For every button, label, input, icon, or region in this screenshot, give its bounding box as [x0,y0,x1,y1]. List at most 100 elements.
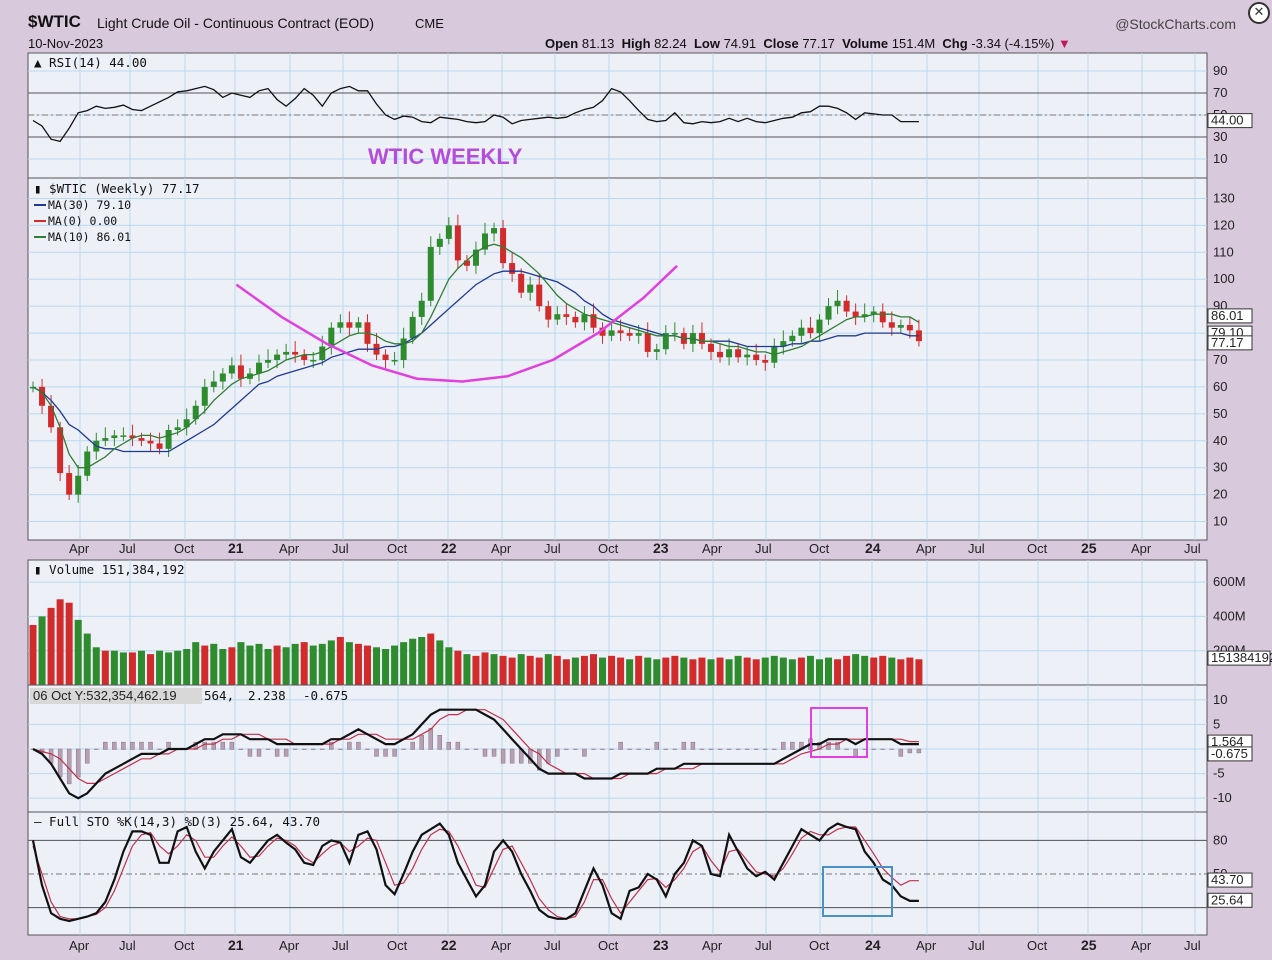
price-xtick-2: Oct [174,541,195,556]
macd-histogram-bar-7 [94,749,98,750]
candle-body-20 [211,382,217,387]
volume-bar-54 [518,654,525,685]
macd-histogram-bar-83 [781,742,785,749]
volume-bar-93 [870,658,877,685]
price-ytick-12: 10 [1213,514,1227,529]
sto-xtick-8: Apr [491,938,512,953]
volume-bar-81 [762,658,769,685]
volume-bar-48 [463,654,470,685]
volume-bar-55 [527,656,534,685]
price-xtick-19: 25 [1081,540,1097,556]
volume-bar-3 [57,599,64,685]
macd-histogram-bar-37 [365,749,369,750]
macd-histogram-bar-71 [673,749,677,750]
candle-body-22 [229,365,235,373]
candle-body-80 [753,355,759,360]
volume-bar-82 [771,656,778,685]
volume-bar-90 [843,656,850,685]
candle-body-5 [75,476,81,495]
macd-histogram-bar-27 [275,749,279,756]
volume-bar-45 [436,640,443,685]
volume-ytick-0: 600M [1213,574,1246,589]
price-ytick-6: 70 [1213,352,1227,367]
macd-histogram-bar-10 [121,742,125,749]
volume-bar-69 [653,659,660,685]
candle-body-91 [853,312,859,317]
macd-histogram-bar-52 [501,749,505,763]
price-xtick-9: Jul [544,541,561,556]
candle-body-64 [609,330,615,335]
macd-histogram-bar-67 [637,749,641,750]
candle-body-52 [500,228,506,263]
candle-body-15 [166,430,172,449]
volume-bar-67 [635,656,642,685]
candle-body-84 [789,336,795,341]
sto-xtick-5: Jul [332,938,349,953]
volume-bar-89 [834,659,841,685]
macd-histogram-bar-9 [112,742,116,749]
candle-body-13 [148,441,154,444]
volume-bar-20 [210,644,217,685]
volume-bar-52 [500,656,507,685]
candle-body-76 [717,352,723,357]
sto-xtick-2: Oct [174,938,195,953]
volume-bar-27 [274,646,281,685]
macd-histogram-bar-35 [347,742,351,749]
volume-bar-98 [915,659,922,685]
price-ytick-10: 30 [1213,460,1227,475]
volume-bar-65 [617,658,624,685]
volume-bar-24 [246,646,253,685]
candle-body-6 [84,452,90,476]
volume-bar-51 [491,654,498,685]
volume-bar-34 [337,637,344,685]
volume-bar-29 [292,644,299,685]
candle-body-29 [292,352,298,355]
price-xtick-6: Oct [387,541,408,556]
macd-histogram-bar-44 [429,728,433,749]
candle-body-86 [807,328,813,333]
candle-body-90 [844,301,850,312]
macd-histogram-bar-6 [85,749,89,763]
macd-histogram-bar-72 [682,742,686,749]
candle-body-16 [175,427,181,430]
macd-histogram-bar-47 [456,742,460,749]
macd-histogram-bar-41 [402,749,406,750]
volume-bar-44 [427,634,434,685]
macd-histogram-bar-21 [221,742,225,749]
macd-histogram-bar-13 [149,742,153,749]
macd-histogram-bar-48 [465,749,469,750]
volume-bar-46 [445,647,452,685]
candle-body-54 [518,274,524,293]
candle-body-26 [265,360,271,363]
volume-bar-59 [563,659,570,685]
candle-body-47 [455,225,461,260]
price-xtick-17: Jul [968,541,985,556]
volume-bar-83 [780,658,787,685]
volume-bar-87 [816,659,823,685]
volume-bar-66 [626,659,633,685]
candle-body-59 [563,314,569,317]
rsi-ytick-4: 10 [1213,151,1227,166]
volume-bar-17 [183,649,190,685]
price-xtick-21: Jul [1184,541,1201,556]
price-xtick-13: Jul [755,541,772,556]
macd-histogram-bar-90 [845,749,849,750]
volume-bar-64 [608,656,615,685]
macd-histogram-bar-97 [908,749,912,753]
candle-body-71 [672,333,678,335]
macd-histogram-bar-65 [619,742,623,749]
sto-legend: — Full STO %K(14,3) %D(3) 25.64, 43.70 [34,814,320,829]
volume-bar-30 [301,642,308,685]
macd-histogram-bar-45 [438,735,442,749]
candle-body-31 [310,360,316,362]
macd-histogram-bar-28 [284,749,288,756]
volume-bar-80 [753,659,760,685]
macd-histogram-bar-78 [736,749,740,750]
volume-bar-88 [825,658,832,685]
macd-histogram-bar-34 [338,749,342,750]
volume-legend: ▮ Volume 151,384,192 [34,562,185,577]
macd-histogram-bar-61 [582,749,586,756]
volume-bar-73 [689,659,696,685]
candle-body-35 [346,322,352,327]
